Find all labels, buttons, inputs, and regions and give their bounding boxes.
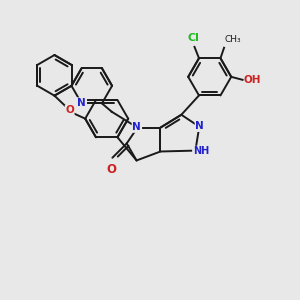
Text: Cl: Cl [188,33,200,43]
Text: N: N [77,98,86,108]
Text: CH₃: CH₃ [225,35,242,44]
Text: OH: OH [244,75,261,85]
Text: O: O [65,105,74,115]
Text: O: O [106,163,116,176]
Text: NH: NH [193,146,209,156]
Text: N: N [133,122,141,132]
Text: N: N [196,121,204,131]
